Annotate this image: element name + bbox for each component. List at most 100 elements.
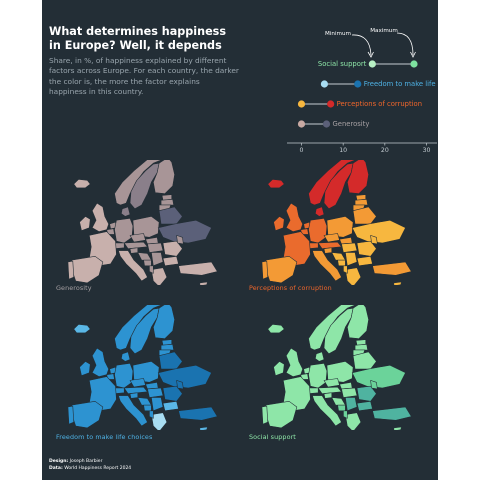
x-tick-label: 30: [423, 147, 431, 154]
dumbbell-max-perceptions-of-corruption: [327, 100, 335, 108]
country-ireland: [273, 361, 285, 376]
country-norway: [308, 305, 356, 351]
country-norway: [308, 160, 356, 206]
country-spain: [265, 256, 298, 284]
country-belarus: [158, 351, 183, 370]
country-cyprus: [199, 426, 208, 430]
map-freedom-to-make-life-choices: [67, 305, 218, 430]
country-austria: [317, 241, 342, 249]
country-greece: [345, 412, 362, 430]
country-turkey: [178, 406, 218, 421]
country-belarus: [352, 206, 377, 225]
country-ireland: [79, 361, 91, 376]
country-slovenia: [323, 247, 333, 254]
country-bulgaria: [356, 256, 373, 267]
map-countries: [67, 305, 218, 430]
title-line-2: in Europe? Well, it depends: [49, 38, 222, 52]
minimum-annotation: Minimum: [325, 31, 351, 37]
country-italy: [312, 395, 342, 427]
dumbbell-label-social-support: Social support: [318, 60, 367, 68]
country-albania: [343, 410, 348, 419]
dumbbell-label-perceptions-of-corruption: Perceptions of corruption: [337, 100, 422, 108]
country-latvia: [354, 199, 368, 206]
country-slovakia: [145, 237, 159, 245]
country-uk: [91, 347, 109, 377]
country-latvia: [160, 344, 174, 351]
maximum-arrowhead: [410, 51, 416, 58]
country-greece: [151, 412, 168, 430]
map-perceptions-of-corruption: [261, 160, 412, 285]
dumbbell-min-generosity: [297, 120, 306, 128]
country-finland: [153, 305, 175, 339]
country-czechia: [129, 233, 146, 243]
min-max-annotation: Minimum Maximum: [325, 28, 416, 58]
maximum-arrow: [396, 32, 414, 56]
credit-data: Data: World Happiness Report 2024: [49, 466, 132, 471]
country-portugal: [261, 405, 269, 425]
credit-design: Design: Joseph Barbier: [49, 459, 103, 464]
country-iceland: [73, 324, 91, 334]
map-generosity: [67, 160, 218, 285]
country-germany: [114, 218, 134, 244]
country-croatia: [137, 252, 152, 261]
country-portugal: [67, 405, 75, 425]
country-slovakia: [339, 237, 353, 245]
country-bulgaria: [162, 256, 179, 267]
country-bosnia: [143, 404, 152, 412]
country-bosnia: [337, 404, 346, 412]
country-romania: [356, 240, 377, 257]
minimum-arrowhead: [367, 51, 374, 58]
country-moldova: [176, 235, 184, 245]
country-finland: [153, 160, 175, 194]
dumbbell-label-freedom-to-make-life-choices: Freedom to make life choices: [364, 80, 437, 88]
x-tick-label: 20: [381, 147, 389, 154]
country-bulgaria: [356, 401, 373, 412]
country-portugal: [67, 260, 75, 280]
map-label-generosity: Generosity: [56, 284, 92, 292]
country-bosnia: [337, 259, 346, 267]
dumbbell-max-freedom-to-make-life-choices: [354, 80, 362, 88]
country-ukraine: [157, 364, 212, 389]
country-slovenia: [323, 392, 333, 399]
country-germany: [308, 218, 328, 244]
country-serbia: [151, 397, 164, 412]
country-cyprus: [393, 281, 402, 285]
country-latvia: [160, 199, 174, 206]
country-turkey: [372, 406, 412, 421]
dumbbell-min-social-support: [368, 60, 376, 68]
country-czechia: [323, 378, 340, 388]
country-austria: [123, 241, 148, 249]
country-greece: [345, 267, 362, 285]
dumbbell-min-freedom-to-make-life-choices: [320, 80, 329, 88]
country-belarus: [352, 351, 377, 370]
country-denmark: [120, 206, 131, 217]
country-portugal: [261, 260, 269, 280]
x-tick-label: 10: [339, 147, 347, 154]
country-austria: [123, 386, 148, 394]
country-uk: [91, 202, 109, 232]
country-finland: [347, 160, 369, 194]
map-countries: [261, 305, 412, 430]
map-label-perceptions-of-corruption: Perceptions of corruption: [249, 284, 332, 292]
country-uk: [285, 347, 303, 377]
country-iceland: [267, 179, 285, 189]
map-countries: [261, 160, 412, 285]
country-ireland: [79, 216, 91, 231]
country-albania: [149, 410, 154, 419]
country-spain: [265, 401, 298, 429]
country-turkey: [372, 261, 412, 276]
minimum-arrow: [351, 34, 372, 56]
country-croatia: [331, 397, 346, 406]
map-label-freedom-to-make-life-choices: Freedom to make life choices: [56, 433, 153, 441]
maximum-annotation: Maximum: [370, 28, 398, 34]
country-serbia: [151, 252, 164, 267]
country-czechia: [323, 233, 340, 243]
country-romania: [162, 240, 183, 257]
country-denmark: [314, 206, 325, 217]
country-hungary: [341, 242, 358, 253]
country-cyprus: [393, 426, 402, 430]
country-albania: [343, 265, 348, 274]
country-germany: [114, 363, 134, 389]
x-tick-label: 0: [300, 147, 304, 154]
country-cyprus: [199, 281, 208, 285]
